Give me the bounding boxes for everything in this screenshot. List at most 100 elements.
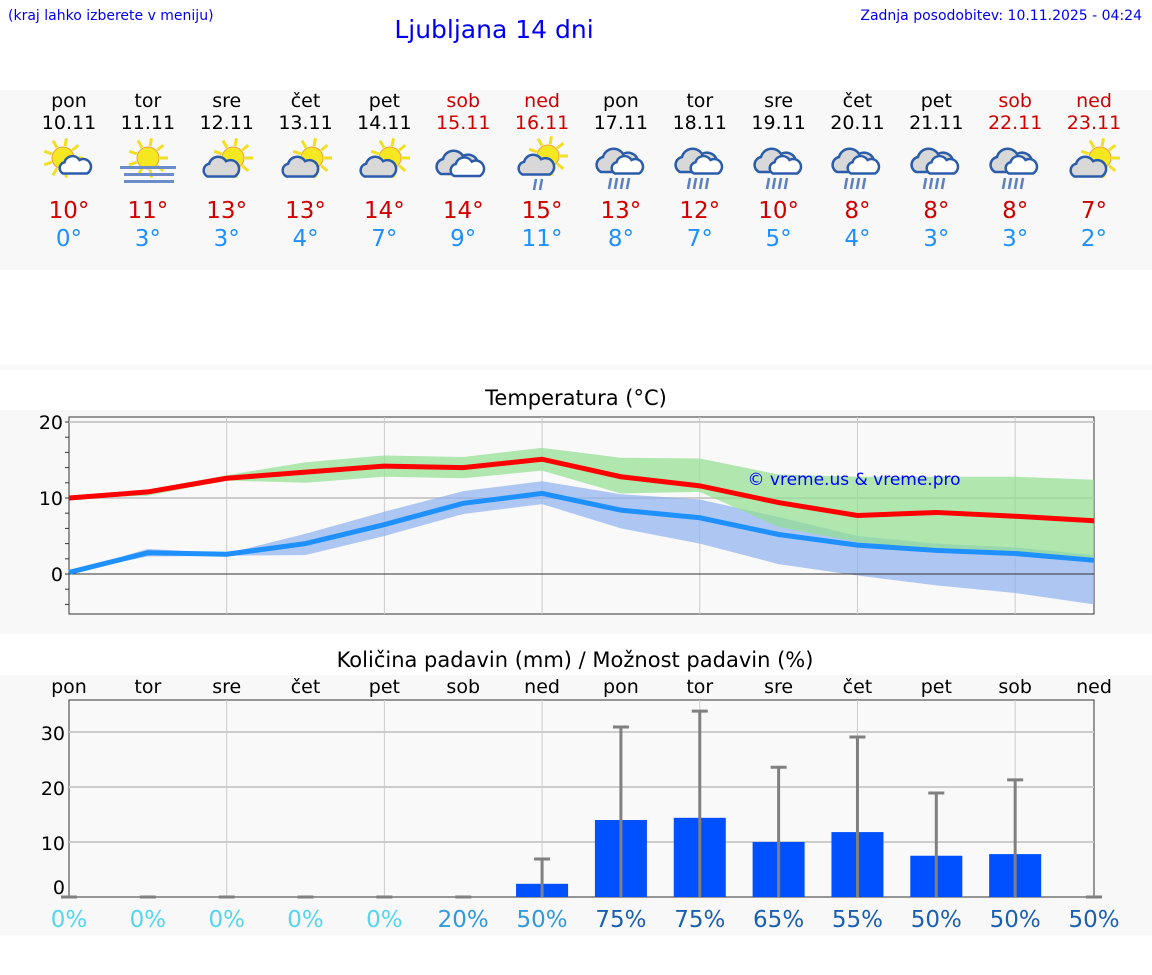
cloudy-rain-icon: [817, 136, 897, 196]
cloud: [768, 154, 802, 175]
day-name: sob: [998, 90, 1032, 112]
sun-ray: [156, 143, 165, 152]
min-temperature: 2°: [1080, 226, 1108, 252]
sun-ray: [292, 149, 301, 156]
precipitation-bar: [752, 842, 805, 897]
sun-ray: [319, 164, 328, 173]
raindrop: [856, 177, 861, 190]
sun: [128, 138, 168, 178]
day-name: pet: [368, 90, 400, 112]
max-temperature: 11°: [127, 198, 169, 224]
cloudy-icon: [423, 136, 503, 196]
precipitation-bar: [910, 855, 963, 897]
sun-ray: [379, 139, 386, 149]
min-temperature: 0°: [55, 226, 83, 252]
precipitation-probability: 50%: [990, 907, 1041, 933]
precipitation-probability: 50%: [517, 907, 568, 933]
cloud: [925, 154, 960, 175]
raindrop: [538, 178, 544, 191]
max-temperature: 13°: [206, 198, 248, 224]
sun-ray: [556, 141, 565, 150]
day-date: 19.11: [751, 112, 806, 134]
min-temperature: 7°: [371, 226, 398, 252]
fog-sun-icon: [108, 136, 188, 196]
precipitation-chart-title: Količina padavin (mm) / Možnost padavin …: [336, 648, 814, 672]
max-temperature: 14°: [363, 198, 405, 224]
precipitation-probability: 0%: [208, 907, 245, 933]
cloudy-rain-icon: [739, 136, 819, 196]
sun-ray: [221, 139, 228, 149]
sun-ray: [312, 138, 317, 147]
x-day-label: pon: [603, 676, 639, 698]
min-temperature: 3°: [134, 226, 161, 252]
precipitation-probability: 0%: [287, 907, 324, 933]
x-day-label: pet: [369, 676, 400, 698]
precipitation-probability: 65%: [753, 907, 804, 933]
min-temperature: 7°: [686, 226, 713, 252]
cloud: [517, 153, 556, 176]
min-temperature: 9°: [450, 226, 477, 252]
raindrop: [923, 177, 928, 190]
precipitation-probability: 50%: [911, 907, 962, 933]
sun-ray: [136, 139, 144, 149]
raindrop: [613, 177, 619, 190]
precipitation-bar: [516, 883, 569, 897]
day-date: 12.11: [199, 112, 254, 134]
day-name: pon: [603, 90, 639, 112]
cloudy-rain-icon: [581, 136, 661, 196]
sun-ray: [51, 139, 59, 149]
raindrop: [929, 177, 934, 190]
sun-ray: [536, 137, 544, 147]
y-tick-label: 20: [39, 412, 63, 434]
sun-ray: [1108, 164, 1117, 173]
raindrop: [777, 177, 782, 190]
sun-ray: [556, 162, 565, 171]
sun-ray: [390, 138, 396, 147]
cloud: [689, 154, 723, 175]
raindrop: [765, 177, 770, 190]
sun-ray: [63, 138, 68, 147]
x-day-label: tor: [686, 676, 713, 698]
raindrop: [1007, 177, 1013, 190]
day-date: 18.11: [672, 112, 727, 134]
precipitation-probability: 0%: [51, 907, 88, 933]
sun-ray: [71, 143, 80, 152]
precipitation-bar: [594, 820, 647, 897]
sun-ray: [371, 149, 380, 156]
min-temperature: 3°: [1002, 226, 1029, 252]
partly-cloudy-icon: [344, 136, 424, 196]
min-temperature: 4°: [844, 226, 871, 252]
y-tick-label: 0: [53, 877, 65, 899]
max-temperature: 14°: [442, 198, 484, 224]
sun-ray: [148, 138, 153, 147]
temperature-plot-area: [68, 416, 1095, 615]
day-name: ned: [524, 90, 560, 112]
cloudy-rain-icon: [975, 136, 1055, 196]
y-tick-label: 20: [41, 778, 65, 800]
day-date: 14.11: [357, 112, 412, 134]
max-temperature: 8°: [844, 198, 871, 224]
day-date: 13.11: [278, 112, 333, 134]
raindrop: [698, 177, 703, 190]
precipitation-bar: [673, 817, 726, 897]
cloud: [846, 154, 881, 175]
precipitation-probability: 75%: [595, 907, 646, 933]
day-date: 23.11: [1066, 112, 1122, 134]
x-day-label: tor: [134, 676, 161, 698]
x-day-label: čet: [843, 676, 873, 698]
min-temperature: 5°: [765, 226, 792, 252]
max-temperature: 13°: [600, 198, 642, 224]
partly-cloudy-icon: [1054, 136, 1134, 196]
sun-ray: [43, 160, 53, 167]
watermark: © vreme.us & vreme.pro: [747, 470, 960, 490]
raindrop: [1001, 177, 1007, 190]
x-day-label: sob: [998, 676, 1032, 698]
sun-ray: [319, 143, 328, 152]
day-date: 20.11: [830, 112, 885, 134]
cloud: [1004, 154, 1039, 175]
max-temperature-band: [69, 447, 1094, 559]
raindrop: [607, 177, 613, 190]
raindrop: [704, 177, 709, 190]
sun-ray: [240, 164, 249, 173]
max-temperature: 10°: [758, 198, 799, 224]
